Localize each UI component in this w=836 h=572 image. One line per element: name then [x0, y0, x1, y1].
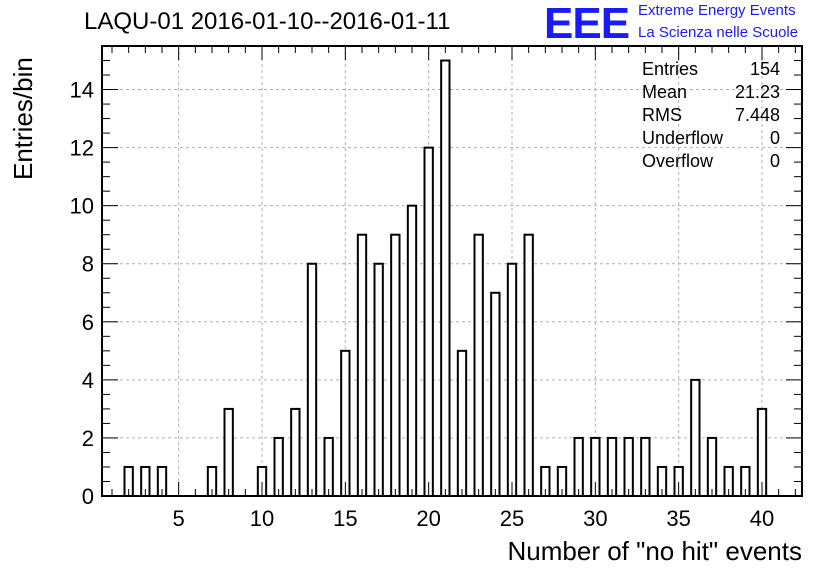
stats-label: Entries: [642, 59, 699, 79]
x-tick-label: 25: [500, 506, 524, 531]
histogram-bar: [623, 436, 634, 498]
stats-value: 0: [769, 128, 780, 148]
histogram-bar: [223, 407, 234, 497]
x-tick-label: 35: [666, 506, 690, 531]
stats-value: 7.448: [734, 105, 780, 125]
histogram-bar: [423, 146, 434, 497]
histogram-bars: [123, 59, 768, 498]
logo-line-1: Extreme Energy Events: [638, 2, 796, 19]
tick-labels: 5 10 15 20 25 30 35 40 0 2 4 6 8 10 12 14: [70, 78, 775, 531]
histogram-bar: [640, 436, 651, 498]
x-tick-label: 20: [416, 506, 440, 531]
stats-row-entries: Entries 154: [642, 58, 780, 81]
stats-row-rms: RMS 7.448: [642, 104, 780, 127]
chart-title: LAQU-01 2016-01-10--2016-01-11: [84, 8, 451, 35]
stats-value: 0: [769, 151, 780, 171]
stats-row-overflow: Overflow 0: [642, 150, 780, 173]
histogram-bar: [506, 262, 518, 498]
stats-box: Entries 154 Mean 21.23 RMS 7.448 Underfl…: [642, 58, 780, 173]
histogram-bar: [606, 436, 618, 498]
histogram-bar: [290, 407, 301, 497]
x-tick-label: 5: [173, 506, 185, 531]
histogram-bar: [306, 262, 318, 498]
stats-label: Overflow: [642, 151, 714, 171]
stats-row-mean: Mean 21.23: [642, 81, 780, 104]
stats-label: RMS: [642, 105, 682, 125]
y-tick-label: 12: [70, 136, 94, 161]
stats-value: 21.23: [734, 82, 780, 102]
axis-ticks: [102, 45, 802, 497]
histogram-bar: [390, 233, 401, 497]
y-tick-label: 2: [82, 426, 94, 451]
histogram-bar: [456, 349, 468, 497]
y-axis-label: Entries/bin: [8, 57, 38, 180]
y-tick-label: 0: [82, 484, 94, 509]
histogram-bar: [473, 233, 484, 497]
plot-frame: [101, 45, 803, 497]
histogram-bar: [490, 291, 501, 497]
x-tick-label: 40: [750, 506, 774, 531]
stats-label: Underflow: [642, 128, 724, 148]
histogram-bar: [706, 436, 718, 498]
stats-label: Mean: [642, 82, 688, 102]
y-tick-label: 4: [82, 368, 94, 393]
y-tick-label: 10: [70, 194, 94, 219]
histogram-bar: [523, 233, 534, 497]
histogram-bar: [690, 378, 701, 498]
histogram-bar: [573, 436, 584, 498]
histogram-bar: [373, 262, 384, 498]
histogram-bar: [323, 436, 334, 498]
logo-line-2: La Scienza nelle Scuole: [638, 24, 799, 41]
y-tick-label: 6: [82, 310, 94, 335]
histogram-bar: [356, 233, 368, 497]
x-tick-label: 15: [333, 506, 357, 531]
x-tick-label: 10: [250, 506, 274, 531]
y-tick-label: 8: [82, 252, 94, 277]
x-axis-label: Number of "no hit" events: [507, 536, 803, 566]
eee-logo: EEE: [544, 0, 630, 48]
x-tick-label: 30: [583, 506, 607, 531]
y-tick-label: 14: [70, 78, 94, 103]
stats-value: 154: [749, 59, 780, 79]
stats-row-underflow: Underflow 0: [642, 127, 780, 150]
histogram-bar: [273, 436, 284, 498]
histogram-bar: [440, 59, 451, 497]
histogram-bar: [340, 349, 351, 497]
histogram-bar: [406, 204, 418, 497]
